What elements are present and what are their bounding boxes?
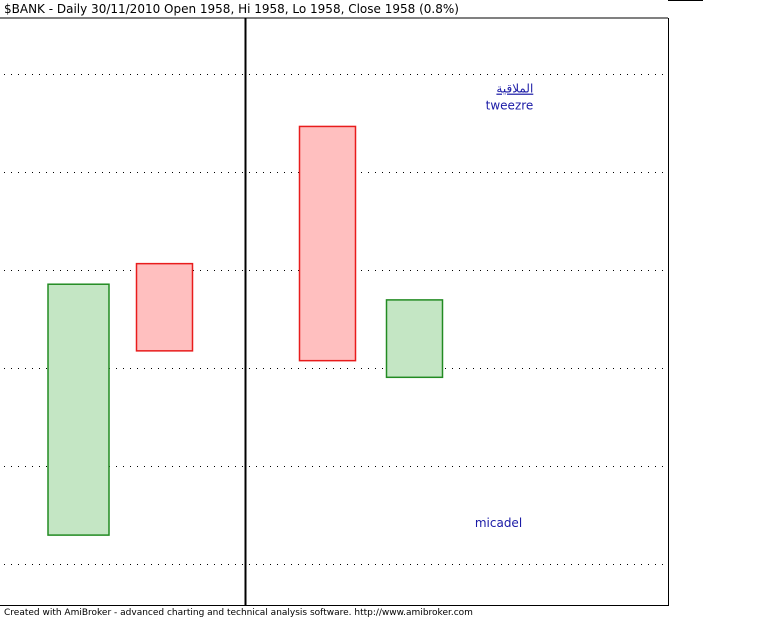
annotations: الملاقية tweezre micadel [475, 82, 533, 530]
candle-body [385, 299, 444, 379]
candle-body [135, 262, 194, 352]
gridlines [4, 74, 668, 565]
footer-credit: Created with AmiBroker - advanced charti… [4, 608, 473, 618]
annotation-label: micadel [475, 516, 522, 530]
candle-body [47, 283, 110, 536]
candles [47, 125, 444, 536]
candle-body [298, 125, 357, 362]
chart-title: $BANK - Daily 30/11/2010 Open 1958, Hi 1… [4, 2, 459, 16]
annotation-label: الملاقية [496, 82, 533, 96]
annotation-label: tweezre [486, 98, 534, 112]
